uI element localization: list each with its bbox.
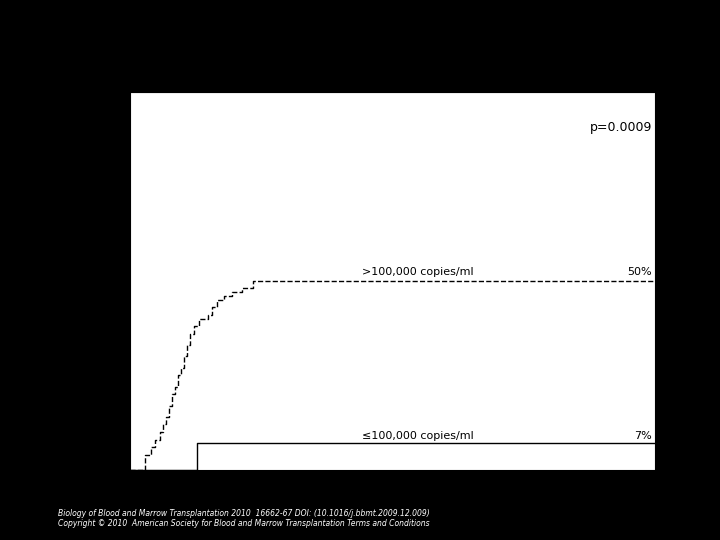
Text: p=0.0009: p=0.0009 bbox=[590, 122, 652, 134]
Text: Figure 4: Figure 4 bbox=[327, 32, 393, 50]
Text: 50%: 50% bbox=[628, 267, 652, 277]
Text: Biology of Blood and Marrow Transplantation 2010  16662-67 DOI: (10.1016/j.bbmt.: Biology of Blood and Marrow Transplantat… bbox=[58, 509, 429, 518]
X-axis label: Days: Days bbox=[374, 495, 411, 509]
Text: 7%: 7% bbox=[634, 431, 652, 441]
Text: Copyright © 2010  American Society for Blood and Marrow Transplantation Terms an: Copyright © 2010 American Society for Bl… bbox=[58, 519, 429, 529]
Text: ≤100,000 copies/ml: ≤100,000 copies/ml bbox=[362, 431, 474, 441]
Text: >100,000 copies/ml: >100,000 copies/ml bbox=[362, 267, 474, 277]
Y-axis label: Cumulative incidence: Cumulative incidence bbox=[84, 206, 97, 356]
